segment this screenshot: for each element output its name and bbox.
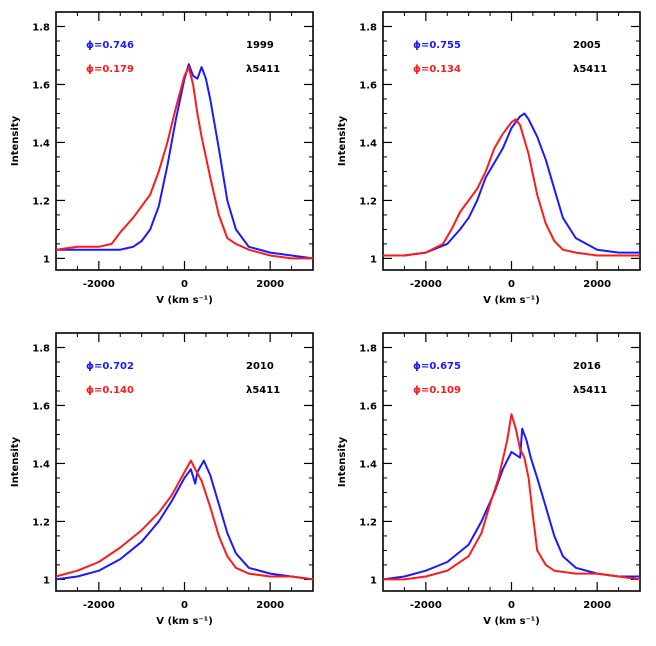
x-tick-label: 0 bbox=[181, 279, 188, 290]
x-tick-label: 2000 bbox=[256, 279, 284, 290]
y-tick-label: 1.2 bbox=[359, 196, 377, 207]
series-line-blue bbox=[383, 112, 640, 257]
x-tick-label: -2000 bbox=[83, 600, 115, 611]
year-annotation: 1999 bbox=[246, 40, 274, 51]
y-tick-label: 1 bbox=[370, 254, 377, 265]
y-tick-label: 1.4 bbox=[32, 138, 50, 149]
y-tick-label: 1 bbox=[370, 575, 377, 586]
x-tick-label: 2000 bbox=[256, 600, 284, 611]
x-tick-label: -2000 bbox=[83, 279, 115, 290]
series-line-red bbox=[55, 459, 314, 581]
y-tick-label: 1.2 bbox=[32, 196, 50, 207]
x-tick-label: 0 bbox=[508, 600, 515, 611]
line-annotation: λ5411 bbox=[246, 64, 280, 75]
y-tick-label: 1.8 bbox=[32, 22, 50, 33]
x-tick-label: -2000 bbox=[410, 279, 442, 290]
chart-panel-1: -2000 0 2000 1 1.2 1.4 1.6 1.8 V (km s⁻¹) Intensi… bbox=[10, 11, 314, 306]
x-axis-label: V (km s⁻¹) bbox=[483, 616, 540, 627]
y-tick-label: 1 bbox=[43, 575, 50, 586]
line-annotation: λ5411 bbox=[573, 385, 607, 396]
legend-entry: ϕ=0.702 bbox=[86, 361, 134, 372]
legend-entry: ϕ=0.746 bbox=[86, 40, 134, 51]
y-tick-label: 1.4 bbox=[32, 459, 50, 470]
legend-entry: ϕ=0.179 bbox=[86, 64, 134, 75]
x-tick-label: -2000 bbox=[410, 600, 442, 611]
y-tick-label: 1 bbox=[43, 254, 50, 265]
chart-panel-2: -2000 0 2000 1 1.2 1.4 1.6 1.8 V (km s⁻¹) Intensi… bbox=[337, 11, 641, 306]
y-tick-label: 1.8 bbox=[359, 343, 377, 354]
line-annotation: λ5411 bbox=[246, 385, 280, 396]
x-axis-label: V (km s⁻¹) bbox=[156, 295, 213, 306]
x-tick-label: 2000 bbox=[583, 600, 611, 611]
legend-entry: ϕ=0.109 bbox=[413, 385, 461, 396]
x-axis-label: V (km s⁻¹) bbox=[156, 616, 213, 627]
year-annotation: 2016 bbox=[573, 361, 601, 372]
y-tick-label: 1.6 bbox=[359, 401, 377, 412]
x-tick-label: 0 bbox=[181, 600, 188, 611]
series-line-blue bbox=[382, 427, 640, 581]
y-tick-label: 1.4 bbox=[359, 138, 377, 149]
y-tick-label: 1.8 bbox=[359, 22, 377, 33]
y-tick-label: 1.2 bbox=[359, 517, 377, 528]
series-line-blue bbox=[55, 459, 314, 581]
x-tick-label: 0 bbox=[508, 279, 515, 290]
y-axis-label: Intensity bbox=[337, 115, 348, 166]
y-axis-label: Intensity bbox=[10, 436, 21, 487]
legend-entry: ϕ=0.140 bbox=[86, 385, 134, 396]
year-annotation: 2005 bbox=[573, 40, 601, 51]
y-tick-label: 1.2 bbox=[32, 517, 50, 528]
series-line-red bbox=[55, 66, 313, 260]
series-line-red bbox=[383, 413, 641, 581]
y-tick-label: 1.8 bbox=[32, 343, 50, 354]
legend-entry: ϕ=0.755 bbox=[413, 40, 461, 51]
chart-panel-3: -2000 0 2000 1 1.2 1.4 1.6 1.8 V (km s⁻¹) Intensi… bbox=[10, 332, 314, 627]
y-tick-label: 1.6 bbox=[32, 80, 50, 91]
legend-entry: ϕ=0.675 bbox=[413, 361, 461, 372]
line-annotation: λ5411 bbox=[573, 64, 607, 75]
x-tick-label: 2000 bbox=[583, 279, 611, 290]
chart-panel-4: -2000 0 2000 1 1.2 1.4 1.6 1.8 V (km s⁻¹) Intensi… bbox=[337, 332, 641, 627]
y-axis-label: Intensity bbox=[10, 115, 21, 166]
y-tick-label: 1.4 bbox=[359, 459, 377, 470]
y-tick-label: 1.6 bbox=[32, 401, 50, 412]
year-annotation: 2010 bbox=[246, 361, 274, 372]
y-axis-label: Intensity bbox=[337, 436, 348, 487]
series-line-red bbox=[383, 118, 640, 257]
legend-entry: ϕ=0.134 bbox=[413, 64, 461, 75]
x-axis-label: V (km s⁻¹) bbox=[483, 295, 540, 306]
y-tick-label: 1.6 bbox=[359, 80, 377, 91]
series-line-blue bbox=[56, 63, 314, 260]
